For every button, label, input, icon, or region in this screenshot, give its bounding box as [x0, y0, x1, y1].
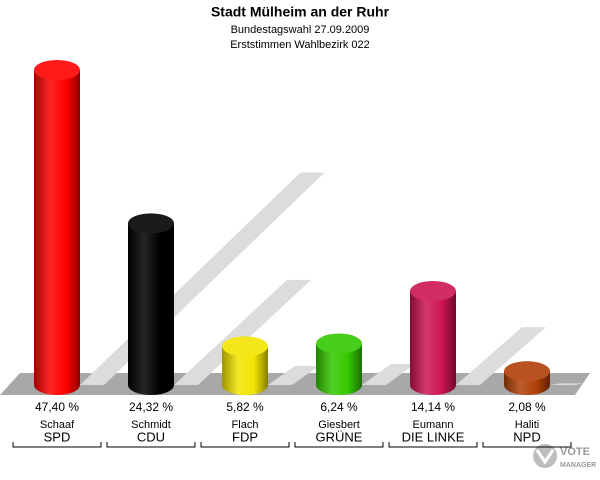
bar-shadow [550, 383, 584, 385]
logo: VOTE MANAGER [533, 444, 596, 469]
bar-shadow [80, 172, 325, 385]
category-bracket [106, 442, 196, 448]
bar-shadow [174, 279, 312, 385]
chart-subtitle: Erststimmen Wahlbezirk 022 [230, 39, 370, 51]
bar-top [410, 281, 456, 302]
logo-check [535, 449, 555, 465]
logo-text: VOTE [560, 446, 590, 458]
x-tick-label: CDU [137, 429, 165, 444]
bar-top [34, 60, 80, 80]
candidate-label: Schaaf [40, 419, 75, 431]
category-bracket [200, 442, 290, 448]
bar-shadow [362, 363, 416, 385]
candidate-label: Giesbert [318, 419, 360, 431]
candidate-label: Flach [232, 419, 259, 431]
value-label: 47,40 % [35, 400, 79, 414]
chart-subtitle: Bundestagswahl 27.09.2009 [231, 24, 370, 36]
bar-top [128, 213, 174, 234]
value-label: 6,24 % [320, 400, 358, 414]
bar-top [222, 336, 268, 357]
x-tick-label: FDP [232, 429, 258, 444]
x-tick-label: NPD [513, 429, 540, 444]
category-bracket [482, 442, 572, 448]
chart-title: Stadt Mülheim an der Ruhr [211, 4, 390, 20]
value-label: 14,14 % [411, 400, 455, 414]
candidate-label: Eumann [413, 419, 454, 431]
bar [34, 70, 80, 395]
x-tick-label: GRÜNE [316, 429, 363, 444]
value-label: 5,82 % [226, 400, 264, 414]
candidate-label: Haliti [515, 419, 539, 431]
bar-top [316, 333, 362, 354]
bar [222, 346, 268, 395]
candidate-label: Schmidt [131, 419, 171, 431]
bar [410, 291, 456, 395]
category-bracket [12, 442, 102, 448]
logo-text: MANAGER [560, 462, 596, 469]
value-label: 24,32 % [129, 400, 173, 414]
bar [128, 223, 174, 395]
category-bracket [388, 442, 478, 448]
bar-top [504, 361, 550, 382]
value-label: 2,08 % [508, 400, 546, 414]
category-bracket [294, 442, 384, 448]
bar [316, 343, 362, 395]
bar-shadow [456, 327, 546, 385]
logo-icon [533, 444, 557, 468]
x-tick-label: DIE LINKE [402, 429, 465, 444]
bar-shadow [268, 365, 320, 385]
x-tick-label: SPD [44, 429, 71, 444]
